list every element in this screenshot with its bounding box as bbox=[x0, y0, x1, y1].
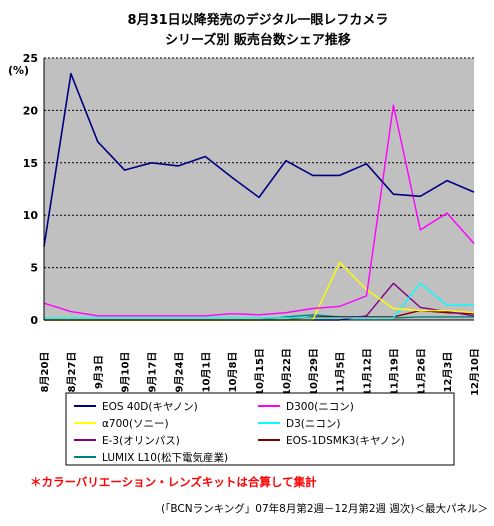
source-text: (「BCNランキング」07年8月第2週－12月第2週 週次)＜最大パネル＞ bbox=[161, 502, 488, 515]
chart-title: 8月31日以降発売のデジタル一眼レフカメラ bbox=[128, 12, 389, 28]
y-axis-label: (%) bbox=[8, 64, 29, 77]
y-tick-label: 0 bbox=[30, 314, 38, 327]
y-tick-label: 5 bbox=[30, 262, 38, 275]
x-tick-label: 9月17日 bbox=[147, 352, 159, 393]
x-tick-label: 10月29日 bbox=[308, 348, 320, 396]
x-tick-label: 8月27日 bbox=[66, 352, 78, 393]
y-tick-label: 10 bbox=[23, 209, 39, 222]
legend-label: D300(ニコン) bbox=[286, 401, 354, 413]
y-tick-label: 25 bbox=[23, 52, 38, 65]
legend-label: EOS 40D(キヤノン) bbox=[102, 401, 198, 413]
x-tick-label: 8月20日 bbox=[39, 352, 51, 393]
x-tick-label: 9月10日 bbox=[120, 352, 132, 393]
x-tick-label: 10月22日 bbox=[281, 348, 293, 396]
legend-label: EOS-1DSMK3(キヤノン) bbox=[286, 435, 405, 447]
note-text: ＊カラーバリエーション・レンズキットは合算して集計 bbox=[30, 475, 317, 489]
x-tick-label: 12月10日 bbox=[469, 348, 481, 396]
x-tick-label: 10月15日 bbox=[254, 348, 266, 396]
legend-label: D3(ニコン) bbox=[286, 418, 340, 430]
plot-area bbox=[44, 58, 474, 320]
series-line bbox=[44, 282, 474, 319]
y-tick-label: 20 bbox=[23, 104, 39, 117]
series-line bbox=[43, 104, 475, 317]
x-tick-label: 11月19日 bbox=[388, 348, 400, 396]
y-tick-labels: 0 5 10 15 20 25 bbox=[23, 52, 39, 327]
x-tick-label: 11月26日 bbox=[415, 348, 427, 396]
x-tick-label: 10月8日 bbox=[227, 352, 239, 393]
x-tick-label: 11月5日 bbox=[335, 352, 347, 393]
legend-label: LUMIX L10(松下電気産業) bbox=[102, 451, 228, 464]
y-tick-label: 15 bbox=[23, 157, 38, 170]
x-tick-label: 12月3日 bbox=[442, 352, 454, 393]
legend: EOS 40D(キヤノン) D300(ニコン) α700(ソニー) D3(ニコン) E-… bbox=[74, 401, 405, 464]
x-tick-label: 11月12日 bbox=[362, 348, 374, 396]
x-tick-label: 9月24日 bbox=[173, 352, 185, 393]
legend-label: α700(ソニー) bbox=[102, 418, 169, 430]
x-tick-label: 9月3日 bbox=[93, 355, 105, 389]
x-tick-label: 10月1日 bbox=[200, 352, 212, 393]
x-tick-labels: 8月20日 8月27日 9月3日 9月10日 9月17日 9月24日 10月1日 10月8日 1… bbox=[39, 348, 481, 396]
chart-subtitle: シリーズ別 販売台数シェア推移 bbox=[165, 32, 351, 48]
legend-label: E-3(オリンパス) bbox=[102, 435, 180, 447]
series-line bbox=[43, 72, 475, 247]
